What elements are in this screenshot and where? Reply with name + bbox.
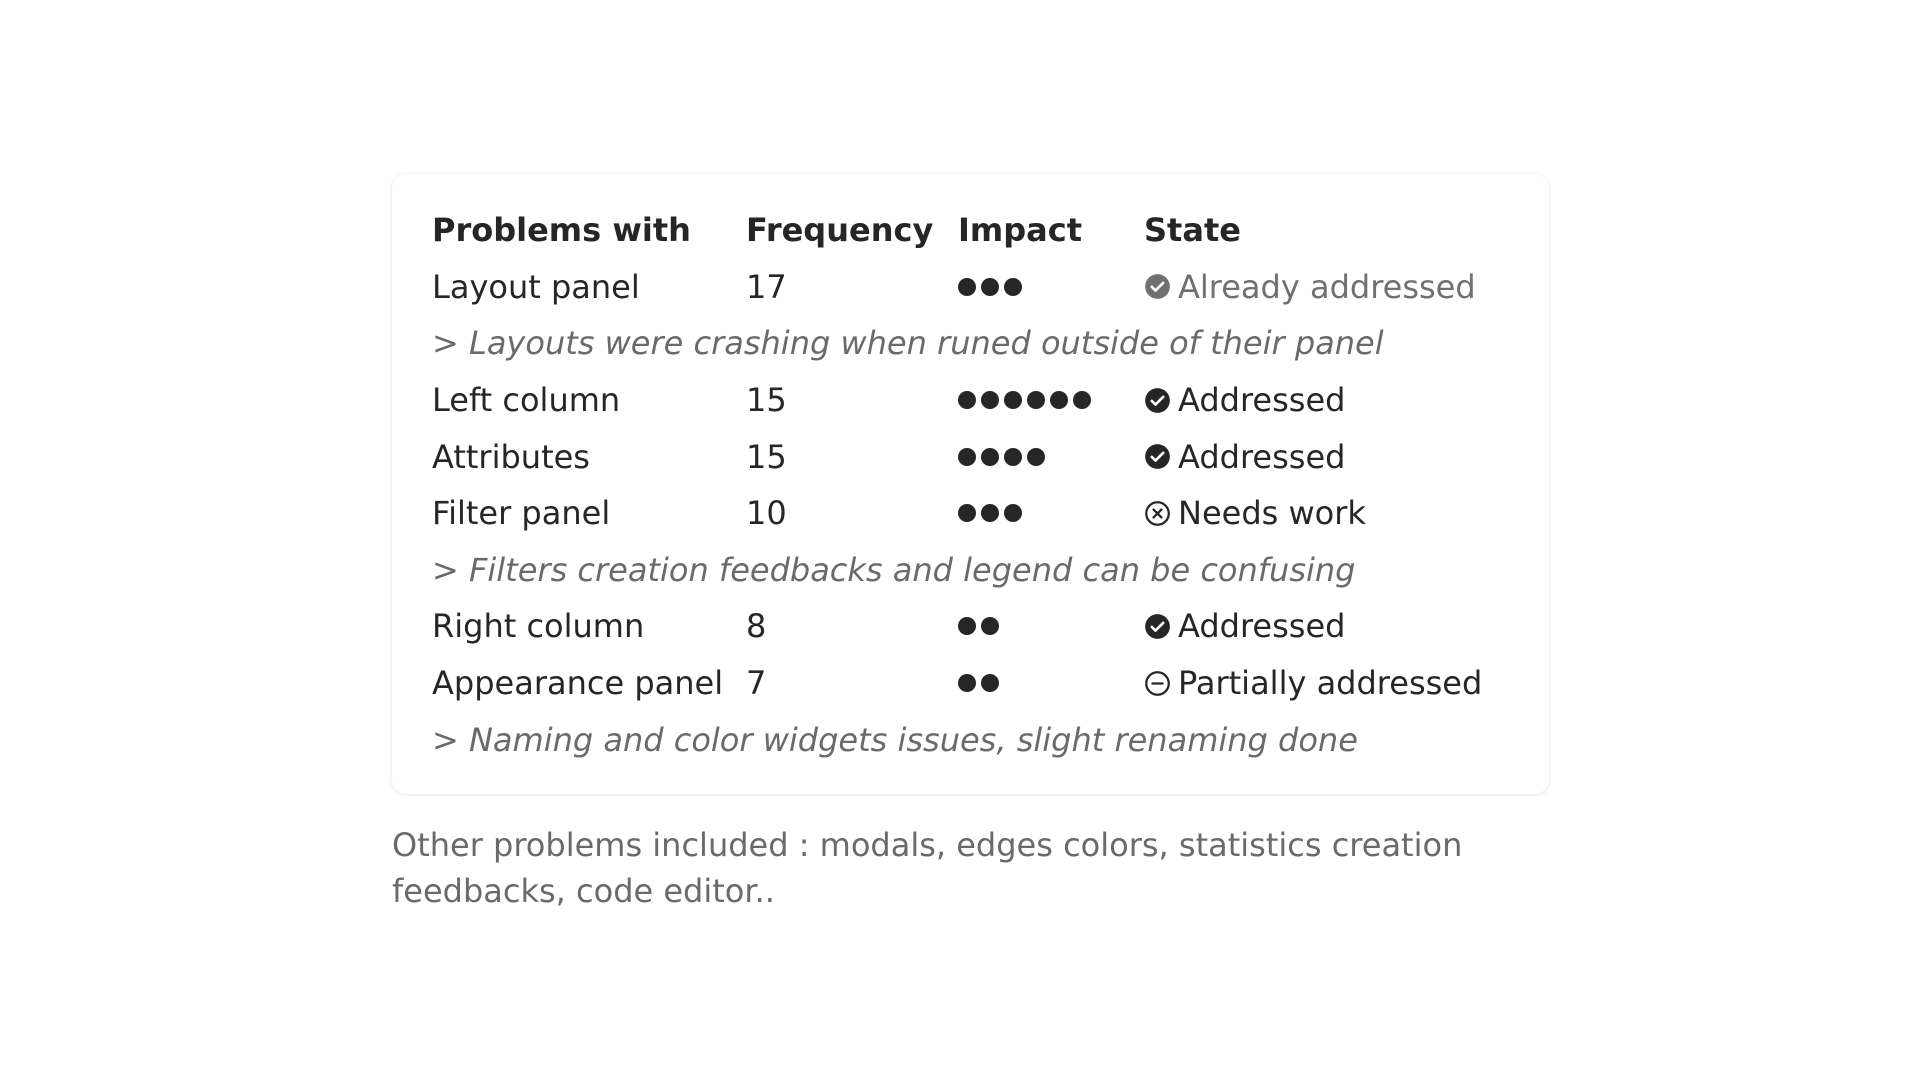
impact-dot-icon bbox=[981, 674, 999, 693]
frequency-value: 8 bbox=[746, 607, 767, 646]
table-row: Left column 15 Addressed bbox=[432, 372, 1509, 429]
state-cell: Addressed bbox=[1144, 438, 1345, 476]
impact-dot-icon bbox=[981, 277, 999, 296]
footer-note: Other problems included : modals, edges … bbox=[392, 826, 1463, 910]
impact-rating bbox=[958, 277, 1144, 296]
problem-name: Layout panel bbox=[432, 267, 640, 306]
impact-dot-icon bbox=[981, 504, 999, 523]
impact-rating bbox=[958, 674, 1144, 693]
frequency-value: 17 bbox=[746, 267, 787, 306]
state-label: Needs work bbox=[1178, 494, 1366, 533]
impact-dot-icon bbox=[1027, 391, 1045, 410]
impact-dot-icon bbox=[958, 277, 976, 296]
header-state: State bbox=[1144, 211, 1241, 250]
frequency-value: 15 bbox=[746, 437, 787, 476]
note-text: > Naming and color widgets issues, sligh… bbox=[432, 720, 1358, 759]
table-row-note: > Naming and color widgets issues, sligh… bbox=[432, 711, 1509, 768]
impact-dot-icon bbox=[1004, 391, 1022, 410]
impact-dot-icon bbox=[1004, 277, 1022, 296]
impact-rating bbox=[958, 617, 1144, 636]
header-frequency: Frequency bbox=[746, 211, 934, 250]
state-label: Partially addressed bbox=[1178, 664, 1483, 703]
frequency-value: 7 bbox=[746, 664, 767, 703]
table-row: Right column 8 Addressed bbox=[432, 598, 1509, 655]
header-impact: Impact bbox=[958, 211, 1083, 250]
table-body: Layout panel 17 Already addressed > Layouts… bbox=[432, 259, 1509, 768]
table-row: Filter panel 10 Needs work bbox=[432, 485, 1509, 542]
check-circle-gray-icon bbox=[1144, 273, 1171, 300]
impact-dot-icon bbox=[981, 391, 999, 410]
impact-dot-icon bbox=[958, 674, 976, 693]
table-header: Problems with Frequency Impact State bbox=[432, 202, 1509, 259]
minus-circle-icon bbox=[1144, 670, 1171, 697]
state-label: Already addressed bbox=[1178, 267, 1476, 306]
problem-name: Right column bbox=[432, 607, 645, 646]
state-label: Addressed bbox=[1178, 381, 1346, 420]
impact-dot-icon bbox=[981, 447, 999, 466]
impact-dot-icon bbox=[981, 617, 999, 636]
check-circle-icon bbox=[1144, 443, 1171, 470]
state-label: Addressed bbox=[1178, 607, 1346, 646]
impact-dot-icon bbox=[1004, 504, 1022, 523]
note-text: > Filters creation feedbacks and legend … bbox=[432, 550, 1356, 589]
state-cell: Addressed bbox=[1144, 607, 1345, 645]
state-cell: Already addressed bbox=[1144, 268, 1476, 306]
frequency-value: 15 bbox=[746, 381, 787, 420]
impact-dot-icon bbox=[1050, 391, 1068, 410]
table-row-note: > Layouts were crashing when runed outsi… bbox=[432, 315, 1509, 372]
table-row-note: > Filters creation feedbacks and legend … bbox=[432, 542, 1509, 599]
problem-name: Left column bbox=[432, 381, 621, 420]
impact-dot-icon bbox=[958, 391, 976, 410]
impact-rating bbox=[958, 504, 1144, 523]
impact-dot-icon bbox=[958, 447, 976, 466]
state-cell: Needs work bbox=[1144, 494, 1366, 532]
problem-name: Attributes bbox=[432, 437, 590, 476]
impact-dot-icon bbox=[958, 617, 976, 636]
problem-name: Filter panel bbox=[432, 494, 611, 533]
x-circle-icon bbox=[1144, 500, 1171, 527]
table-row: Attributes 15 Addressed bbox=[432, 428, 1509, 485]
header-problems: Problems with bbox=[432, 211, 691, 250]
frequency-value: 10 bbox=[746, 494, 787, 533]
impact-dot-icon bbox=[958, 504, 976, 523]
impact-rating bbox=[958, 391, 1144, 410]
table-row: Appearance panel 7 Partially addressed bbox=[432, 655, 1509, 712]
table-row: Layout panel 17 Already addressed bbox=[432, 259, 1509, 316]
state-label: Addressed bbox=[1178, 437, 1346, 476]
state-cell: Addressed bbox=[1144, 381, 1345, 419]
note-text: > Layouts were crashing when runed outsi… bbox=[432, 324, 1384, 363]
problem-name: Appearance panel bbox=[432, 664, 724, 703]
problems-table-card: Problems with Frequency Impact State Lay… bbox=[392, 174, 1549, 794]
impact-rating bbox=[958, 447, 1144, 466]
impact-dot-icon bbox=[1004, 447, 1022, 466]
impact-dot-icon bbox=[1073, 391, 1091, 410]
impact-dot-icon bbox=[1027, 447, 1045, 466]
check-circle-icon bbox=[1144, 387, 1171, 414]
check-circle-icon bbox=[1144, 613, 1171, 640]
state-cell: Partially addressed bbox=[1144, 664, 1482, 702]
